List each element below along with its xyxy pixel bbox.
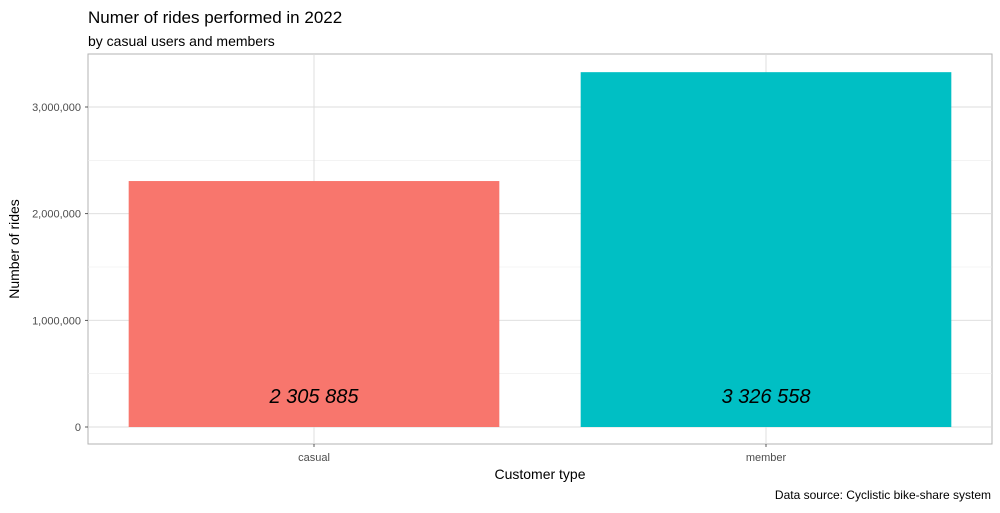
y-axis-title: Number of rides <box>6 199 22 299</box>
y-tick-label: 1,000,000 <box>32 315 81 327</box>
chart-caption: Data source: Cyclistic bike-share system <box>775 488 991 502</box>
y-tick-label: 3,000,000 <box>32 102 81 114</box>
bar-label-member: 3 326 558 <box>722 386 811 408</box>
y-axis-ticks: 0 1,000,000 2,000,000 3,000,000 <box>32 102 88 434</box>
bars <box>128 72 952 427</box>
bar-label-casual: 2 305 885 <box>269 386 360 408</box>
y-tick-label: 2,000,000 <box>32 209 81 221</box>
chart-subtitle: by casual users and members <box>88 33 275 49</box>
x-tick-label: member <box>746 452 787 464</box>
bar-data-labels: 2 305 885 3 326 558 <box>269 386 811 408</box>
bar-member <box>580 72 952 427</box>
x-axis-title: Customer type <box>494 466 585 482</box>
x-axis-ticks: casual member <box>298 444 787 464</box>
y-tick-label: 0 <box>75 422 81 434</box>
bar-casual <box>128 181 500 427</box>
plot-panel-border <box>87 53 993 445</box>
chart-title: Numer of rides performed in 2022 <box>88 8 342 27</box>
x-tick-label: casual <box>298 452 330 464</box>
